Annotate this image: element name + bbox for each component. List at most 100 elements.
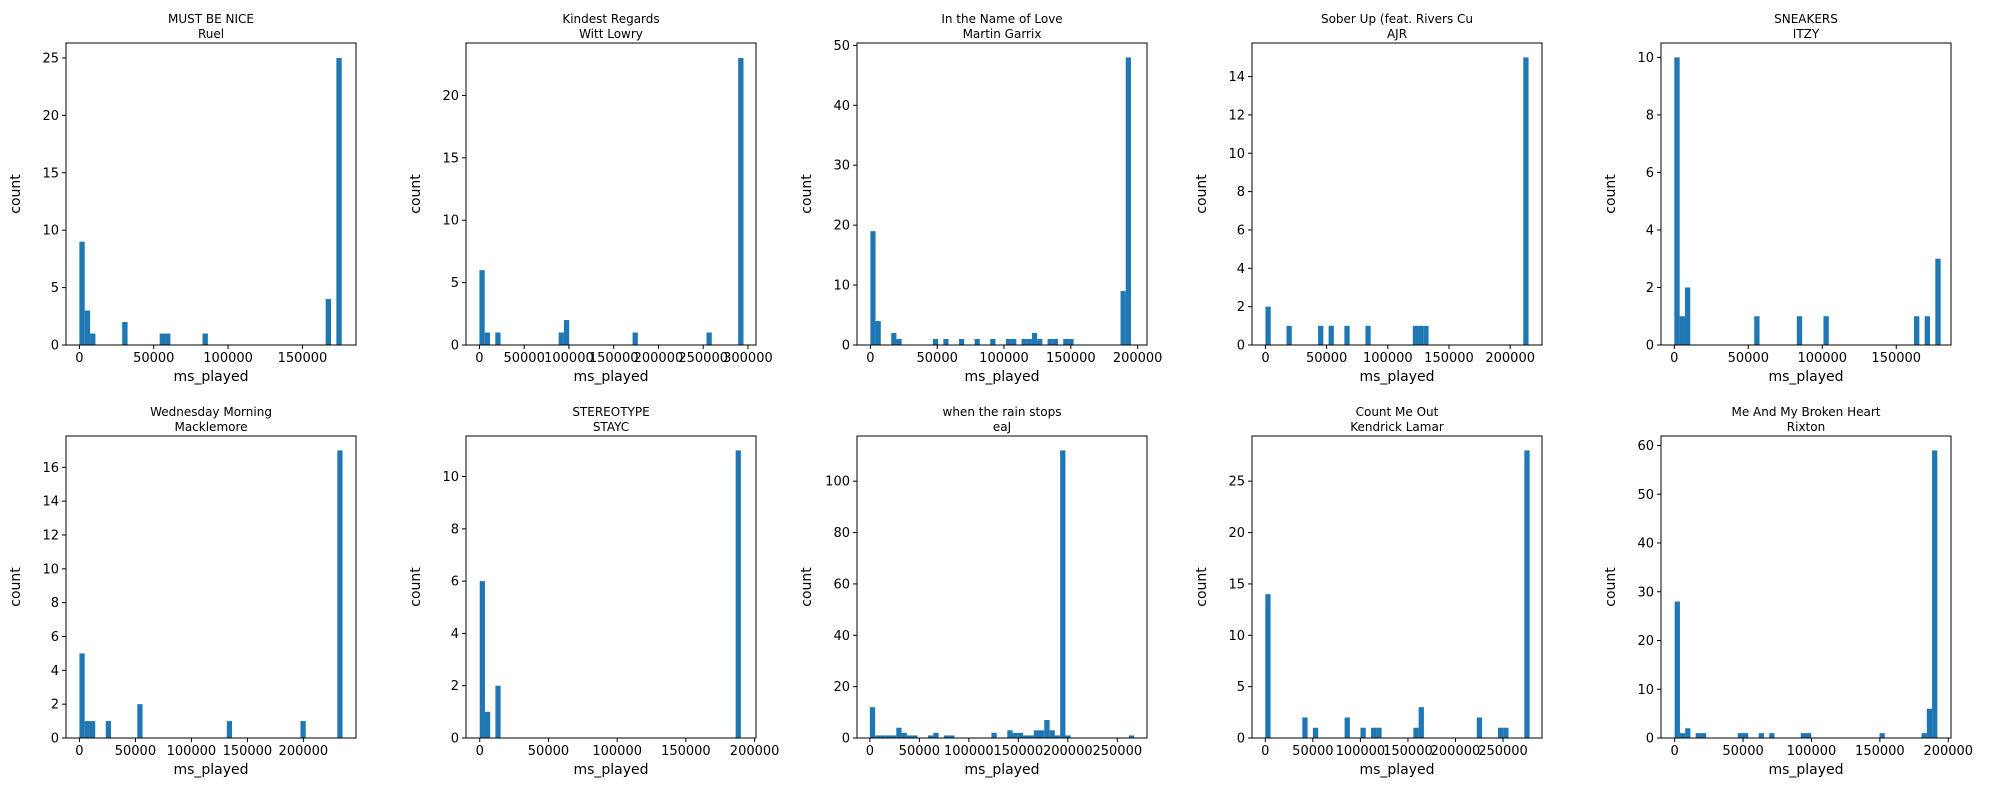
y-tick-label: 20: [442, 89, 459, 104]
chart-title-artist: eaJ: [993, 420, 1011, 434]
subplot-10: 0 50000 100000 150000 200000 0 10 20 30 40 50 60 Me …: [1603, 405, 1973, 778]
histogram-bar: [563, 320, 570, 345]
x-tick-label: 50000: [528, 744, 569, 759]
x-tick-label: 0: [1261, 744, 1269, 759]
plot-frame: [856, 435, 1148, 739]
histogram-bar: [1021, 339, 1027, 345]
y-tick-label: 5: [1237, 680, 1245, 695]
chart-title-song: Kindest Regards: [562, 12, 659, 26]
x-tick-label: 0: [1671, 744, 1679, 759]
histogram-bar: [1054, 735, 1061, 738]
y-tick-label: 0: [1646, 732, 1654, 747]
histogram-bar: [1063, 339, 1069, 345]
histogram-bar: [1328, 325, 1334, 345]
x-tick-label: 200000: [279, 744, 329, 759]
histogram-bar: [928, 735, 934, 738]
y-tick-label: 8: [1646, 108, 1654, 123]
y-tick-label: 10: [1228, 147, 1245, 162]
histogram-bar: [1065, 735, 1071, 738]
y-tick-label: 6: [1646, 166, 1654, 181]
subplot-8: 0 50000 100000 150000 200000 250000 0 20 40 60 80 1…: [799, 405, 1148, 778]
histogram-bar: [875, 321, 881, 345]
y-tick-label: 8: [451, 522, 459, 537]
x-tick-label: 50000: [503, 351, 544, 366]
x-axis-label: ms_played: [173, 369, 248, 385]
histogram-bar: [990, 339, 996, 345]
chart-title-song: STEREOTYPE: [572, 405, 649, 419]
subplot-4: 0 50000 100000 150000 200000 0 2 4 6 8 10 12 14 Sober…: [1194, 12, 1543, 385]
histogram-bar: [1524, 450, 1530, 738]
histogram-bar: [1476, 717, 1483, 738]
x-tick-label: 200000: [730, 744, 780, 759]
x-tick-label: 50000: [1306, 351, 1347, 366]
y-tick-label: 5: [451, 276, 459, 291]
y-tick-label: 30: [1637, 585, 1654, 600]
histogram-bar: [1926, 708, 1933, 738]
x-tick-label: 50000: [1722, 744, 1763, 759]
x-tick-label: 100000: [1336, 744, 1386, 759]
x-tick-label: 150000: [1383, 744, 1433, 759]
x-tick-label: 100000: [1787, 744, 1837, 759]
histogram-bar: [1935, 258, 1941, 345]
chart-title-artist: Martin Garrix: [963, 27, 1042, 41]
histogram-bar: [1044, 720, 1050, 738]
chart-title-artist: Kendrick Lamar: [1350, 420, 1444, 434]
x-tick-label: 200000: [634, 351, 684, 366]
histogram-bar: [870, 231, 876, 345]
histogram-bar: [300, 721, 306, 738]
histogram-bar: [1318, 325, 1324, 345]
y-tick-label: 5: [51, 281, 59, 296]
histogram-bar: [1806, 733, 1812, 738]
histogram-bar: [943, 735, 950, 738]
x-tick-label: 200000: [1043, 744, 1093, 759]
y-tick-label: 6: [1237, 223, 1245, 238]
x-tick-label: 200000: [1113, 351, 1163, 366]
histogram-bar: [1039, 730, 1045, 738]
histogram-bar: [932, 339, 939, 345]
histogram-bar: [901, 732, 907, 738]
y-axis-label: count: [408, 567, 424, 607]
y-tick-label: 30: [833, 159, 850, 174]
y-tick-label: 25: [42, 51, 59, 66]
y-tick-label: 14: [42, 495, 59, 510]
histogram-bar: [558, 332, 564, 345]
y-tick-label: 8: [1237, 185, 1245, 200]
x-tick-label: 50000: [1728, 351, 1769, 366]
x-tick-label: 150000: [1871, 351, 1921, 366]
histogram-bar: [1344, 325, 1350, 345]
x-tick-label: 150000: [278, 351, 328, 366]
x-axis-label: ms_played: [964, 369, 1039, 385]
histogram-bar: [1769, 733, 1775, 738]
x-tick-label: 50000: [115, 744, 156, 759]
histogram-bar: [1031, 333, 1038, 345]
y-tick-label: 20: [1228, 526, 1245, 541]
histogram-bar: [1052, 339, 1058, 345]
histogram-bar: [1265, 594, 1271, 738]
x-axis-label: ms_played: [1768, 369, 1843, 385]
histogram-bar: [1068, 339, 1074, 345]
y-tick-label: 2: [1646, 281, 1654, 296]
y-tick-label: 12: [42, 528, 59, 543]
y-axis-label: count: [8, 174, 24, 214]
plot-frame: [465, 42, 757, 346]
x-axis-label: ms_played: [1359, 369, 1434, 385]
x-tick-label: 150000: [1855, 744, 1905, 759]
y-tick-label: 20: [1637, 634, 1654, 649]
histogram-bar: [1754, 316, 1760, 345]
histogram-bar: [1674, 601, 1680, 738]
y-tick-label: 4: [451, 627, 459, 642]
y-tick-label: 2: [51, 698, 59, 713]
histogram-bar: [738, 57, 744, 345]
histogram-bar: [1914, 316, 1920, 345]
y-tick-label: 15: [442, 151, 459, 166]
histogram-bar: [226, 721, 233, 738]
histogram-bar: [1503, 727, 1509, 738]
histogram-bar: [1120, 291, 1126, 345]
histogram-bar: [1412, 325, 1419, 345]
histogram-bar: [90, 333, 96, 345]
histogram-bar: [1879, 733, 1885, 738]
y-tick-label: 0: [842, 732, 850, 747]
y-axis-label: count: [408, 174, 424, 214]
histogram-bar: [1695, 733, 1701, 738]
histogram-bar: [1011, 339, 1017, 345]
